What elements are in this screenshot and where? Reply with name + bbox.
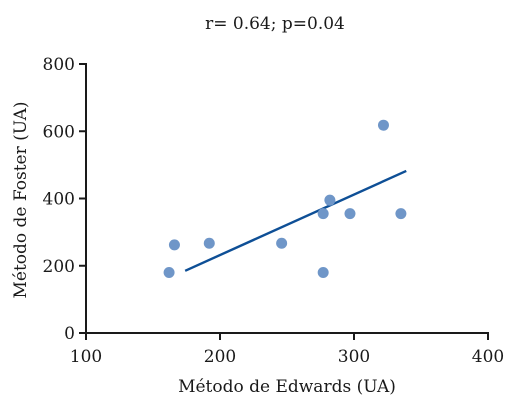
regression-line [184,169,407,272]
y-axis-title: Método de Foster (UA) [11,102,31,299]
x-tick-label: 300 [338,347,370,367]
trendline-layer [184,169,407,272]
x-tick-label: 100 [70,347,102,367]
data-point [203,237,215,249]
data-point [395,208,407,220]
data-point [344,208,356,220]
data-point [377,119,389,131]
x-tick-label: 200 [204,347,236,367]
data-point [163,266,175,278]
data-point [276,237,288,249]
y-tick-label: 600 [43,122,75,142]
y-axis-ticks: 0 200 400 600 800 [43,55,86,344]
data-point [168,239,180,251]
x-axis-title: Método de Edwards (UA) [178,377,396,397]
data-point [317,208,329,220]
data-points [163,119,407,278]
x-tick-label: 400 [472,347,504,367]
y-tick-label: 400 [43,190,75,210]
chart-title: r= 0.64; p=0.04 [205,14,345,34]
axes [85,63,489,334]
y-tick-label: 800 [43,55,75,75]
y-tick-label: 0 [64,324,75,344]
data-point [324,194,336,206]
data-point [317,266,329,278]
x-axis-ticks: 100 200 300 400 [70,333,504,367]
y-tick-label: 200 [43,257,75,277]
